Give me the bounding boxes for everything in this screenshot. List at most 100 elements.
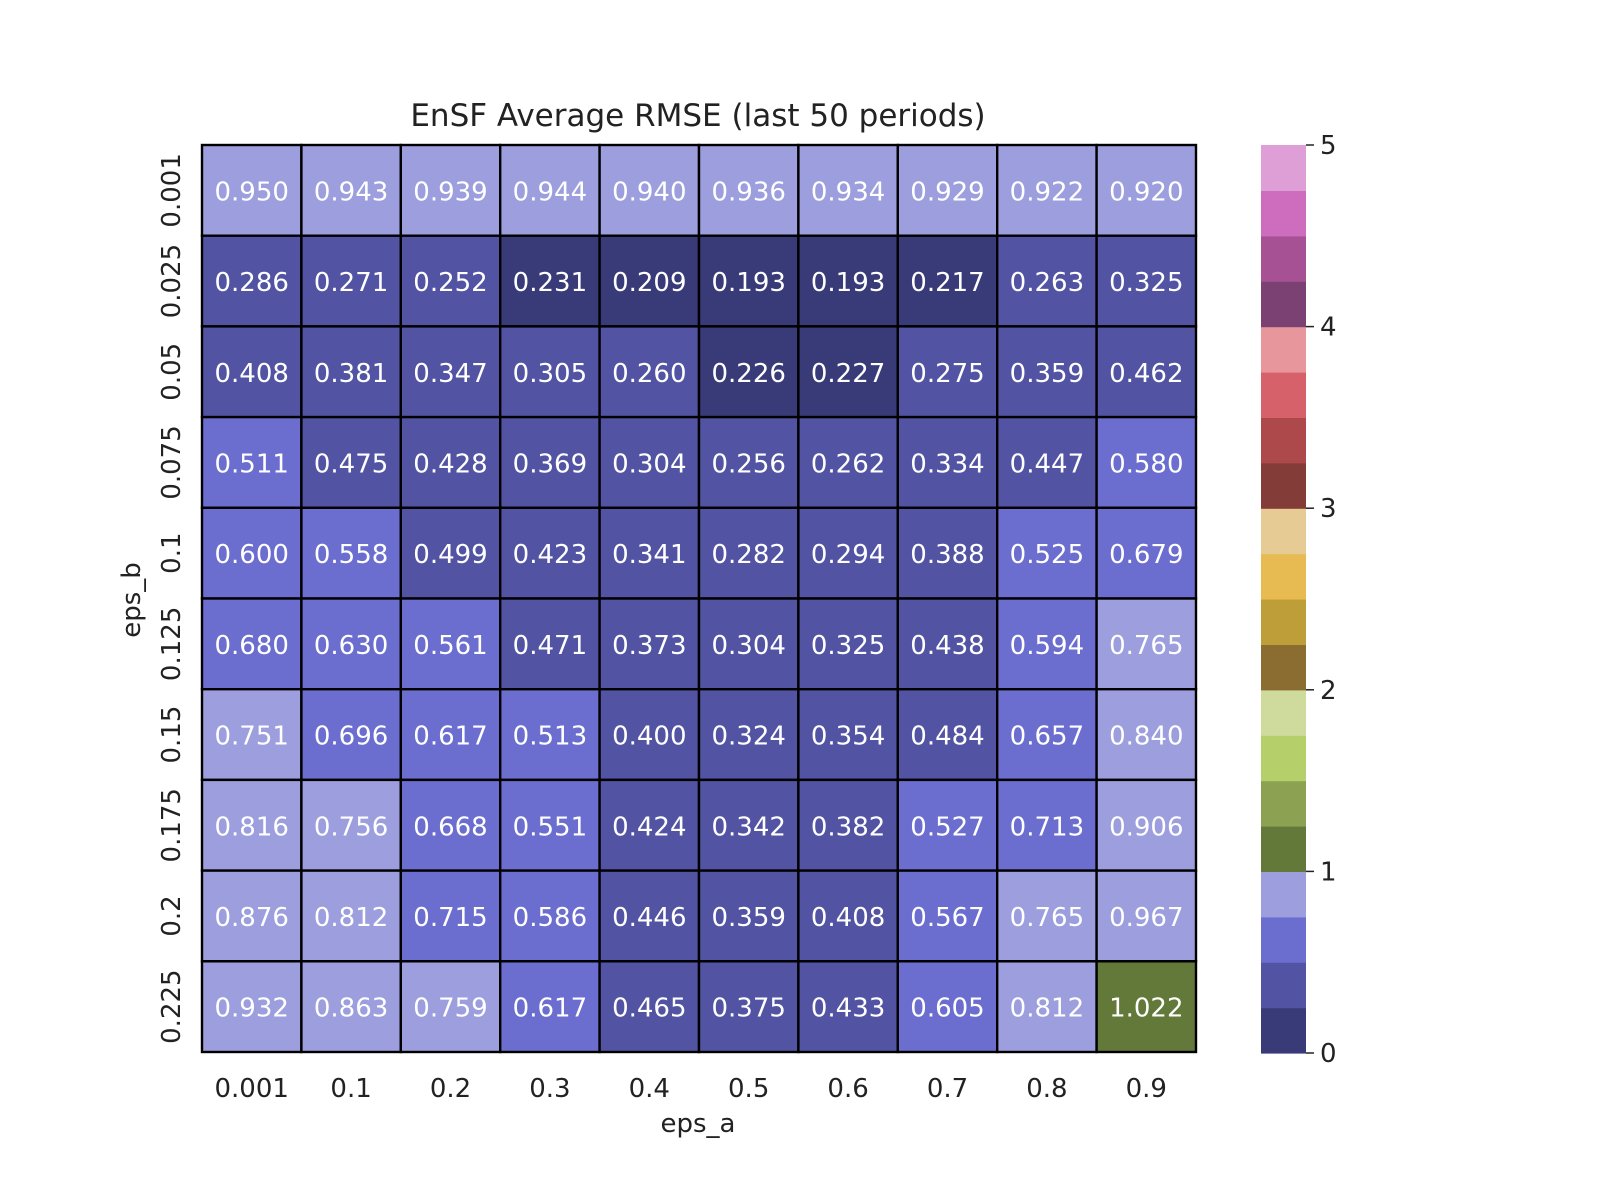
cell-value-label: 0.561 [413,631,487,661]
colorbar-segment [1261,281,1306,328]
colorbar-segment [1261,689,1306,736]
heatmap-cell [1095,506,1198,600]
heatmap-cell [399,325,502,419]
cell-value-label: 0.373 [612,631,686,661]
x-tick-label: 0.1 [330,1074,371,1104]
heatmap-cell [896,143,999,237]
cell-value-label: 0.499 [413,540,487,570]
colorbar-tick-label: 1 [1320,857,1337,887]
cell-value-label: 0.765 [1010,903,1084,933]
cell-value-label: 0.617 [413,722,487,752]
cell-value-label: 0.324 [711,722,785,752]
cell-value-label: 0.359 [1010,359,1084,389]
heatmap-cell [499,688,601,782]
heatmap-cell [697,415,800,510]
cell-value-label: 0.263 [1010,268,1084,298]
cell-value-label: 0.967 [1109,903,1183,933]
cell-value-label: 0.586 [513,903,587,933]
cell-value-label: 0.294 [811,540,885,570]
cell-value-label: 0.580 [1109,449,1183,479]
heatmap-cell [896,688,999,782]
colorbar-segment [1261,1007,1306,1054]
cell-value-label: 0.863 [314,994,388,1024]
colorbar-tick-label: 2 [1320,676,1337,706]
heatmap-cell [896,869,999,963]
heatmap-cell [200,325,303,419]
heatmap-cell [996,597,1098,691]
cell-value-label: 0.408 [214,359,288,389]
heatmap-cell [896,506,999,600]
x-axis-label: eps_a [661,1109,736,1139]
cell-value-label: 0.342 [711,812,785,842]
heatmap-cell [697,688,800,782]
heatmap-cell [300,234,402,328]
cell-value-label: 0.920 [1109,177,1183,207]
heatmap-cell [1095,234,1198,328]
colorbar-segment [1261,962,1306,1009]
heatmap-cell [300,506,402,600]
heatmap-cell [697,960,800,1054]
y-tick-label: 0.05 [157,343,187,401]
heatmap-cell [300,778,402,872]
colorbar-segment [1261,916,1306,963]
x-tick-label: 0.9 [1126,1074,1167,1104]
cell-value-label: 0.475 [314,449,388,479]
cell-value-label: 0.812 [1010,994,1084,1024]
cell-value-label: 0.751 [214,722,288,752]
heatmap-cell [996,778,1098,872]
cell-value-label: 0.334 [910,449,984,479]
cell-value-label: 0.594 [1010,631,1084,661]
x-tick-label: 0.3 [529,1074,570,1104]
cell-value-label: 0.227 [811,359,885,389]
heatmap-cell [896,778,999,872]
heatmap-cell [1095,688,1198,782]
colorbar-tick-label: 3 [1320,494,1337,524]
y-tick-label: 0.125 [157,607,187,681]
heatmap-cell [300,869,402,963]
x-tick-label: 0.001 [214,1074,288,1104]
y-tick-label: 0.15 [157,706,187,764]
y-tick-label: 0.225 [157,969,187,1043]
cell-value-label: 0.252 [413,268,487,298]
cell-value-label: 0.304 [711,631,785,661]
heatmap-cell [797,415,900,510]
colorbar-segment [1261,326,1306,373]
chart-title: EnSF Average RMSE (last 50 periods) [410,98,985,134]
cell-value-label: 0.932 [214,994,288,1024]
cell-value-label: 0.438 [910,631,984,661]
cell-value-label: 0.304 [612,449,686,479]
heatmap-cell [697,778,800,872]
cell-value-label: 0.630 [314,631,388,661]
cell-value-label: 0.527 [910,812,984,842]
x-tick-label: 0.8 [1026,1074,1067,1104]
cell-value-label: 0.341 [612,540,686,570]
cell-value-label: 0.347 [413,359,487,389]
y-tick-label: 0.001 [157,153,187,227]
cell-value-label: 0.617 [513,994,587,1024]
heatmap-cell [399,960,502,1054]
heatmap-cell [200,869,303,963]
cell-value-label: 0.812 [314,903,388,933]
y-axis-label: eps_b [117,562,147,638]
x-tick-label: 0.6 [827,1074,868,1104]
heatmap-cell [797,688,900,782]
y-tick-label: 0.175 [157,788,187,862]
heatmap-cell [896,234,999,328]
colorbar-segment [1261,871,1306,918]
heatmap-cell [697,143,800,237]
heatmap-cell [499,234,601,328]
cell-value-label: 0.433 [811,994,885,1024]
x-tick-label: 0.4 [629,1074,670,1104]
cell-value-label: 0.275 [910,359,984,389]
cell-value-label: 0.759 [413,994,487,1024]
cell-value-label: 0.657 [1010,722,1084,752]
cell-value-label: 0.929 [910,177,984,207]
cell-value-label: 0.226 [711,359,785,389]
cell-value-label: 0.447 [1010,449,1084,479]
heatmap-cell [797,234,900,328]
heatmap-cell [697,506,800,600]
heatmap-cell [200,960,303,1054]
heatmap-cell [399,869,502,963]
cell-value-label: 0.428 [413,449,487,479]
heatmap-cell [697,234,800,328]
